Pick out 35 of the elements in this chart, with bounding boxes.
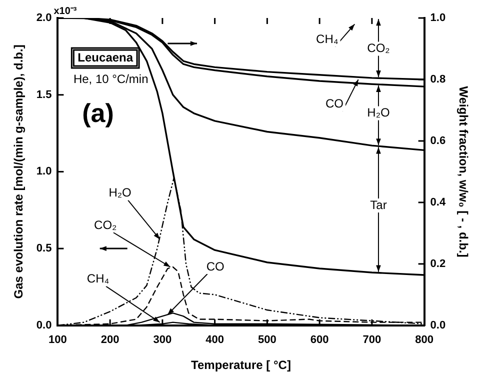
annotation: CO₂ xyxy=(94,218,118,232)
x-tick-label: 100 xyxy=(48,334,67,346)
annotation: CO₂ xyxy=(367,41,390,56)
y2-tick-label: 0.2 xyxy=(430,258,446,270)
x-tick-label: 800 xyxy=(415,334,434,346)
text: x10⁻³ xyxy=(54,6,78,17)
annotation: CO xyxy=(206,259,224,274)
annotation: H₂O xyxy=(108,186,132,200)
annotation: H₂O xyxy=(367,106,390,120)
y2-tick-label: 0.0 xyxy=(430,319,446,332)
y-tick-label: 1.5 xyxy=(36,88,52,101)
y-tick-label: 0.0 xyxy=(36,319,52,332)
y2-axis-title: Weight fraction, w/w₀ [ - , d.b.] xyxy=(456,86,470,258)
x-tick-label: 300 xyxy=(153,334,172,346)
y2-tick-label: 0.8 xyxy=(430,74,446,86)
x-tick-label: 400 xyxy=(206,334,224,346)
x-tick-label: 700 xyxy=(362,334,382,346)
y-tick-label: 1.0 xyxy=(36,166,52,178)
annotation: CH₄ xyxy=(86,272,110,286)
y-tick-label: 2.0 xyxy=(36,12,52,24)
x-tick-label: 600 xyxy=(310,334,329,346)
y-tick-label: 0.5 xyxy=(36,242,52,255)
annotation: (a) xyxy=(82,98,114,128)
y-axis-title: Gas evolution rate [mol/(min g-sample), d.b.] xyxy=(12,44,26,299)
y2-tick-label: 1.0 xyxy=(430,12,446,24)
y2-tick-label: 0.4 xyxy=(430,196,446,208)
annotation: Tar xyxy=(370,198,387,212)
x-tick-label: 500 xyxy=(258,334,276,346)
x-axis-title: Temperature [ °C] xyxy=(191,358,291,372)
annotation: Leucaena xyxy=(78,50,134,64)
x-tick-label: 200 xyxy=(100,334,120,346)
annotation: CO xyxy=(325,96,344,110)
annotation: CH₄ xyxy=(316,32,338,46)
annotation: He, 10 °C/min xyxy=(73,72,148,86)
y2-tick-label: 0.6 xyxy=(430,134,446,147)
